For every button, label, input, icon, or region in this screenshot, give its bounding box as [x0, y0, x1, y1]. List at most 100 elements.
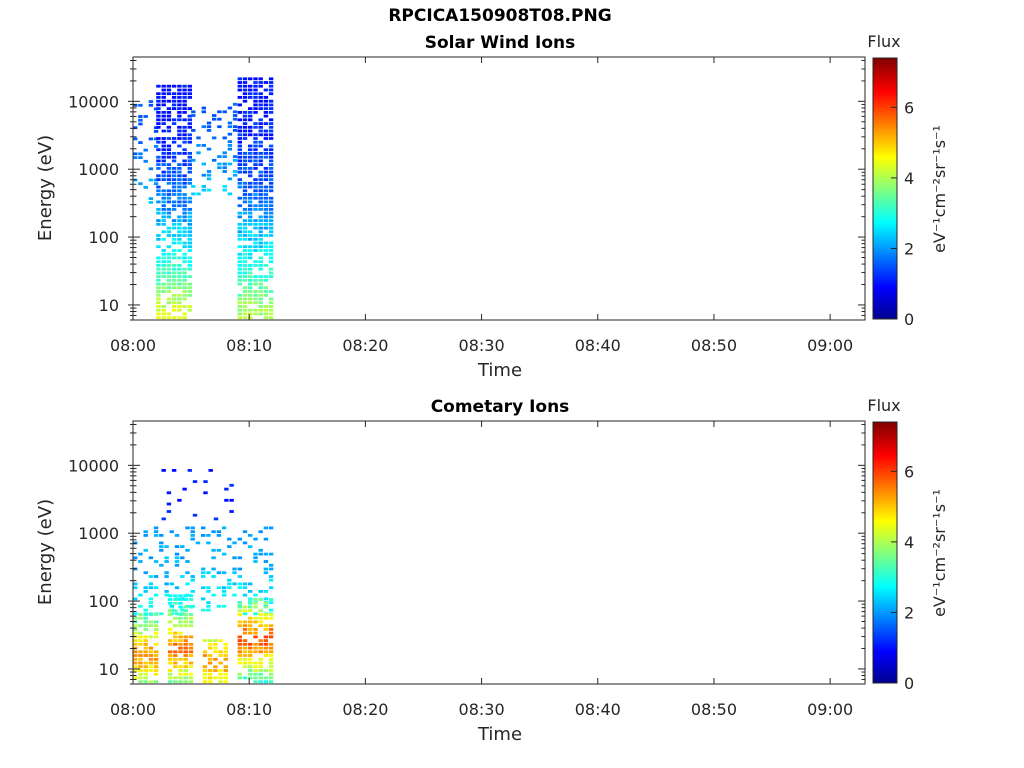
- heatmap-cell: [248, 620, 253, 624]
- heatmap-cell: [248, 133, 253, 137]
- heatmap-cell: [258, 680, 263, 684]
- heatmap-cell: [143, 669, 148, 672]
- heatmap-cell: [217, 162, 222, 166]
- heatmap-cell: [171, 256, 177, 260]
- heatmap-cell: [253, 144, 258, 148]
- heatmap-cell: [177, 249, 182, 252]
- x-tick-label: 08:10: [226, 336, 272, 355]
- x-tick-label: 08:10: [226, 700, 272, 719]
- heatmap-cell: [206, 147, 212, 151]
- heatmap-cell: [222, 110, 227, 114]
- heatmap-cell: [253, 650, 258, 654]
- heatmap-cell: [187, 286, 192, 290]
- heatmap-cell: [242, 593, 248, 597]
- heatmap-cell: [248, 181, 253, 185]
- heatmap-cell: [177, 230, 182, 234]
- heatmap-cell: [183, 672, 188, 676]
- heatmap-cell: [188, 616, 194, 620]
- heatmap-cell: [166, 99, 172, 103]
- heatmap-cell: [248, 215, 253, 219]
- heatmap-cell: [161, 174, 166, 178]
- heatmap-cell: [171, 185, 177, 189]
- heatmap-cell: [143, 186, 148, 189]
- heatmap-cell: [133, 639, 138, 642]
- heatmap-cell: [174, 560, 180, 563]
- heatmap-cell: [174, 545, 180, 548]
- heatmap-cell: [188, 650, 194, 654]
- heatmap-cell: [159, 541, 164, 545]
- heatmap-cell: [161, 249, 166, 252]
- heatmap-cell: [263, 129, 269, 133]
- heatmap-cell: [153, 665, 159, 669]
- heatmap-cell: [207, 639, 213, 642]
- heatmap-cell: [217, 155, 222, 158]
- heatmap-cell: [161, 129, 166, 133]
- heatmap-cell: [213, 639, 218, 642]
- heatmap-cell: [166, 211, 172, 215]
- heatmap-cell: [190, 537, 195, 541]
- heatmap-cell: [253, 676, 258, 680]
- heatmap-cell: [213, 646, 218, 650]
- heatmap-cell: [166, 137, 172, 140]
- heatmap-cell: [161, 200, 166, 204]
- heatmap-cell: [138, 122, 143, 126]
- heatmap-cell: [248, 631, 253, 635]
- heatmap-cell: [153, 534, 159, 537]
- heatmap-cell: [222, 162, 227, 166]
- heatmap-cell: [258, 84, 263, 88]
- heatmap-cell: [182, 211, 187, 215]
- heatmap-cell: [187, 181, 192, 185]
- heatmap-cell: [232, 571, 237, 575]
- colorbar: Flux 0 2 4 6 eV⁻¹cm⁻²sr⁻¹s⁻¹: [867, 32, 949, 329]
- plot-title: Solar Wind Ions: [425, 33, 576, 53]
- heatmap-cell: [218, 661, 223, 665]
- heatmap-cell: [183, 594, 188, 598]
- heatmap-cell: [263, 552, 269, 556]
- heatmap-cell: [253, 312, 258, 316]
- heatmap-cell: [263, 316, 269, 320]
- heatmap-cell: [248, 316, 253, 320]
- heatmap-cell: [156, 148, 161, 152]
- heatmap-cell: [183, 605, 188, 609]
- heatmap-cell: [253, 661, 258, 665]
- heatmap-cell: [263, 114, 269, 118]
- heatmap-cell: [206, 541, 211, 545]
- heatmap-cell: [268, 99, 274, 103]
- heatmap-cell: [237, 81, 242, 84]
- colorbar-units-label: eV⁻¹cm⁻²sr⁻¹s⁻¹: [930, 125, 949, 253]
- heatmap-cell: [258, 170, 263, 174]
- heatmap-cell: [213, 650, 218, 654]
- heatmap-cell: [223, 680, 228, 684]
- heatmap-cell: [258, 174, 263, 178]
- heatmap-cell: [248, 193, 253, 196]
- heatmap-cell: [237, 211, 242, 215]
- heatmap-cell: [183, 639, 188, 642]
- heatmap-cell: [171, 155, 177, 159]
- heatmap-cell: [248, 616, 253, 620]
- heatmap-cell: [171, 234, 177, 237]
- heatmap-cell: [221, 590, 227, 593]
- heatmap-cell: [191, 185, 196, 188]
- heatmap-cell: [263, 111, 269, 114]
- heatmap-cell: [258, 661, 263, 665]
- heatmap-cell: [156, 245, 161, 249]
- x-axis-label: Time: [477, 360, 522, 381]
- heatmap-cell: [268, 578, 274, 582]
- heatmap-cell: [268, 230, 274, 234]
- heatmap-cell: [258, 642, 263, 646]
- heatmap-cell: [207, 676, 213, 680]
- heatmap-cell: [258, 305, 263, 308]
- heatmap-cell: [177, 118, 182, 122]
- heatmap-cell: [242, 92, 248, 96]
- heatmap-cell: [216, 534, 222, 537]
- heatmap-cell: [268, 260, 274, 264]
- heatmap-cell: [148, 635, 154, 639]
- heatmap-cell: [237, 282, 242, 286]
- heatmap-cell: [187, 234, 192, 237]
- heatmap-cell: [242, 155, 248, 159]
- heatmap-cell: [268, 200, 274, 204]
- heatmap-cell: [237, 639, 242, 642]
- heatmap-cell: [268, 241, 274, 245]
- heatmap-cell: [161, 163, 166, 166]
